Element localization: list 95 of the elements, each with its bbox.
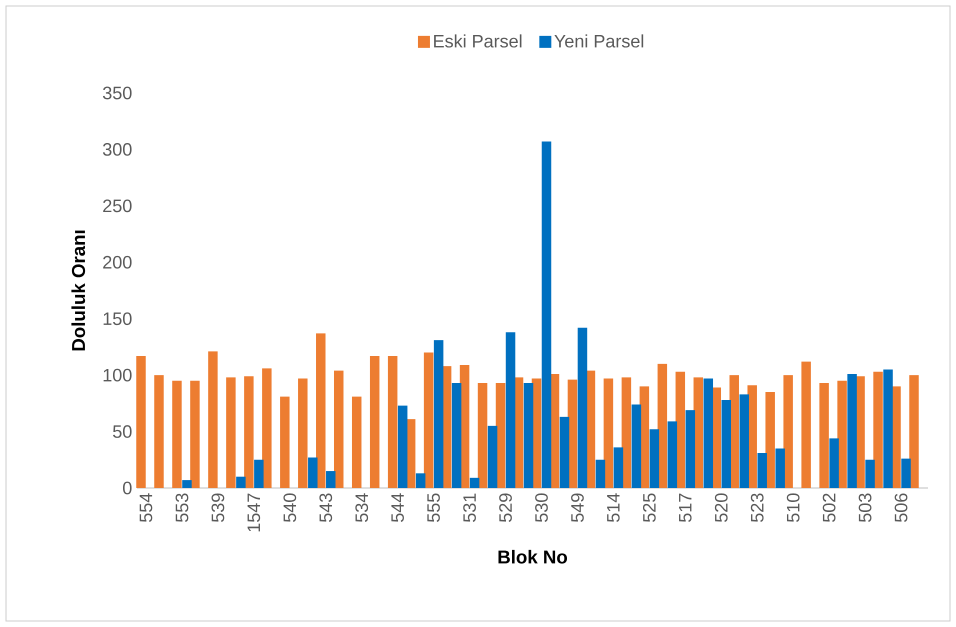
bar (478, 383, 488, 488)
bar (757, 453, 767, 488)
bar (542, 142, 552, 488)
bar (370, 356, 380, 488)
x-tick-label: 506 (894, 493, 908, 522)
bar (208, 351, 218, 488)
y-tick-label: 300 (102, 143, 132, 156)
bar (614, 447, 624, 488)
bar (262, 368, 272, 488)
bar (506, 332, 516, 488)
y-tick-label: 250 (103, 199, 132, 212)
bar (434, 340, 444, 488)
bar (819, 383, 829, 488)
bar (783, 375, 793, 488)
x-tick-label: 517 (679, 494, 692, 522)
bar (452, 383, 462, 488)
bar (883, 369, 893, 488)
bar (829, 438, 839, 488)
legend-label: Eski Parsel (434, 34, 522, 48)
x-tick-label: 544 (391, 493, 404, 522)
bar (416, 473, 426, 488)
bar (865, 460, 875, 488)
bar (244, 376, 254, 488)
y-tick-label: 100 (104, 368, 132, 382)
x-tick-label: 543 (319, 493, 332, 522)
bar (722, 400, 732, 488)
bar (280, 396, 290, 488)
y-axis-title: Doluluk Oranı (71, 230, 86, 350)
bar (182, 480, 192, 488)
bar (909, 375, 919, 488)
bar (398, 406, 408, 488)
bar (388, 356, 398, 488)
bar (801, 362, 811, 488)
bar (604, 378, 614, 488)
x-tick-label: 502 (822, 494, 836, 522)
bar (837, 380, 847, 488)
bar (254, 460, 264, 488)
bar (686, 410, 696, 488)
bar (560, 416, 570, 488)
x-tick-label: 539 (212, 494, 224, 522)
x-tick-label: 520 (714, 493, 728, 522)
x-tick-label: 549 (571, 494, 584, 522)
bar (676, 372, 686, 488)
legend-label: Yeni Parsel (554, 34, 644, 48)
bar (316, 333, 326, 488)
x-tick-label: 525 (642, 493, 656, 522)
bar (622, 377, 632, 488)
x-axis-title: Blok No (498, 550, 568, 564)
bar (352, 396, 362, 488)
x-tick-label: 523 (750, 493, 764, 522)
bar (658, 364, 668, 488)
y-tick-label: 0 (123, 482, 132, 494)
bar (578, 328, 588, 488)
bar (136, 356, 146, 488)
bar (172, 380, 182, 488)
x-tick-label: 503 (858, 493, 872, 522)
x-tick-label: 534 (355, 493, 368, 522)
bar (668, 421, 678, 488)
bar (154, 375, 164, 488)
bar (334, 370, 344, 488)
x-tick-label: 1547 (248, 494, 260, 532)
bar (704, 378, 714, 488)
bar (496, 383, 506, 488)
bar (298, 378, 308, 488)
bar (632, 404, 642, 488)
bar (308, 458, 318, 488)
bar (765, 392, 775, 488)
bar (226, 377, 236, 488)
x-tick-label: 540 (283, 493, 296, 522)
x-tick-label: 555 (427, 493, 440, 522)
x-tick-label: 531 (463, 494, 476, 522)
bar (739, 394, 749, 488)
x-tick-label: 510 (786, 493, 800, 522)
y-tick-label: 50 (112, 425, 132, 438)
bar (424, 352, 434, 488)
bar (190, 380, 200, 488)
x-tick-label: 529 (499, 494, 512, 522)
bar (524, 383, 534, 488)
x-tick-label: 530 (535, 493, 548, 522)
bar (326, 471, 336, 488)
bar (488, 426, 498, 488)
y-tick-label: 200 (103, 256, 132, 269)
y-tick-label: 350 (102, 86, 132, 100)
y-tick-label: 150 (104, 312, 132, 326)
x-tick-label: 554 (140, 493, 152, 522)
bar (596, 460, 606, 488)
x-tick-label: 514 (607, 493, 620, 522)
x-tick-label: 553 (176, 493, 188, 522)
bar (901, 458, 911, 488)
bar (873, 372, 883, 488)
bar (775, 448, 785, 488)
bar (650, 429, 660, 488)
bar (847, 374, 857, 488)
bar (470, 478, 480, 488)
bar (236, 476, 246, 488)
